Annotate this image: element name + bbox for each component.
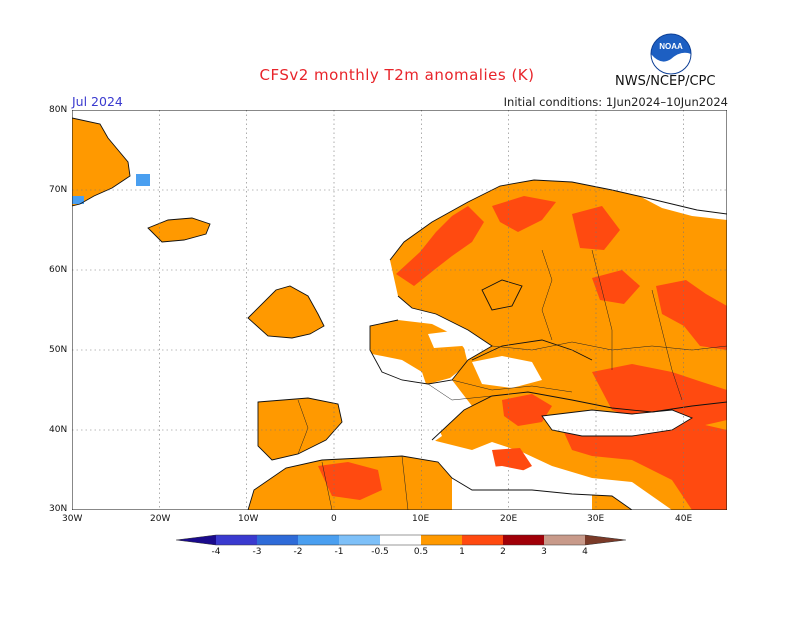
- svg-text:NOAA: NOAA: [659, 42, 683, 51]
- graticule: [72, 110, 727, 510]
- lat-label-60n: 60N: [49, 265, 68, 275]
- colorbar-seg-4: [339, 535, 380, 545]
- colorbar-label-m05: -0.5: [371, 547, 389, 557]
- colorbar-label-05: 0.5: [413, 547, 429, 557]
- colorbar-above-4: [585, 535, 626, 545]
- colorbar-seg-3: [298, 535, 339, 545]
- colorbar-seg-5: [380, 535, 421, 545]
- colorbar-seg-1: [216, 535, 257, 545]
- colorbar-label-1: 1: [459, 547, 465, 557]
- chart-title: CFSv2 monthly T2m anomalies (K): [259, 66, 535, 84]
- lon-label-30w: 30W: [62, 514, 83, 524]
- lat-label-70n: 70N: [49, 185, 68, 195]
- colorbar-seg-6: [421, 535, 462, 545]
- colorbar: [176, 534, 626, 546]
- colorbar-label-2: 2: [500, 547, 506, 557]
- lon-label-20e: 20E: [500, 514, 518, 524]
- anomaly-neutral-fields: [338, 180, 727, 510]
- colorbar-seg-8: [503, 535, 544, 545]
- initial-conditions: Initial conditions: 1Jun2024–10Jun2024: [503, 95, 728, 109]
- lon-label-30e: 30E: [587, 514, 605, 524]
- lat-label-80n: 80N: [49, 105, 68, 115]
- lon-label-0: 0: [331, 514, 337, 524]
- colorbar-label-m3: -3: [252, 547, 262, 557]
- lon-label-40e: 40E: [675, 514, 693, 524]
- agency-label: NWS/NCEP/CPC: [615, 74, 716, 89]
- map-canvas: [71, 109, 728, 511]
- noaa-logo: NOAA: [650, 33, 692, 75]
- lon-label-10e: 10E: [412, 514, 430, 524]
- colorbar-seg-9: [544, 535, 585, 545]
- colorbar-label-3: 3: [541, 547, 547, 557]
- lat-label-30n: 30N: [49, 504, 68, 514]
- colorbar-below-4: [176, 535, 216, 545]
- lon-label-20w: 20W: [150, 514, 171, 524]
- lat-label-50n: 50N: [49, 345, 68, 355]
- colorbar-seg-7: [462, 535, 503, 545]
- lon-label-10w: 10W: [238, 514, 259, 524]
- anomaly-map: [71, 109, 728, 511]
- anomaly-blue-fields: [72, 174, 150, 204]
- colorbar-label-m4: -4: [211, 547, 221, 557]
- forecast-month: Jul 2024: [72, 94, 123, 109]
- colorbar-seg-2: [257, 535, 298, 545]
- lat-label-40n: 40N: [49, 425, 68, 435]
- colorbar-label-m2: -2: [293, 547, 303, 557]
- colorbar-label-m1: -1: [334, 547, 344, 557]
- colorbar-label-4: 4: [582, 547, 588, 557]
